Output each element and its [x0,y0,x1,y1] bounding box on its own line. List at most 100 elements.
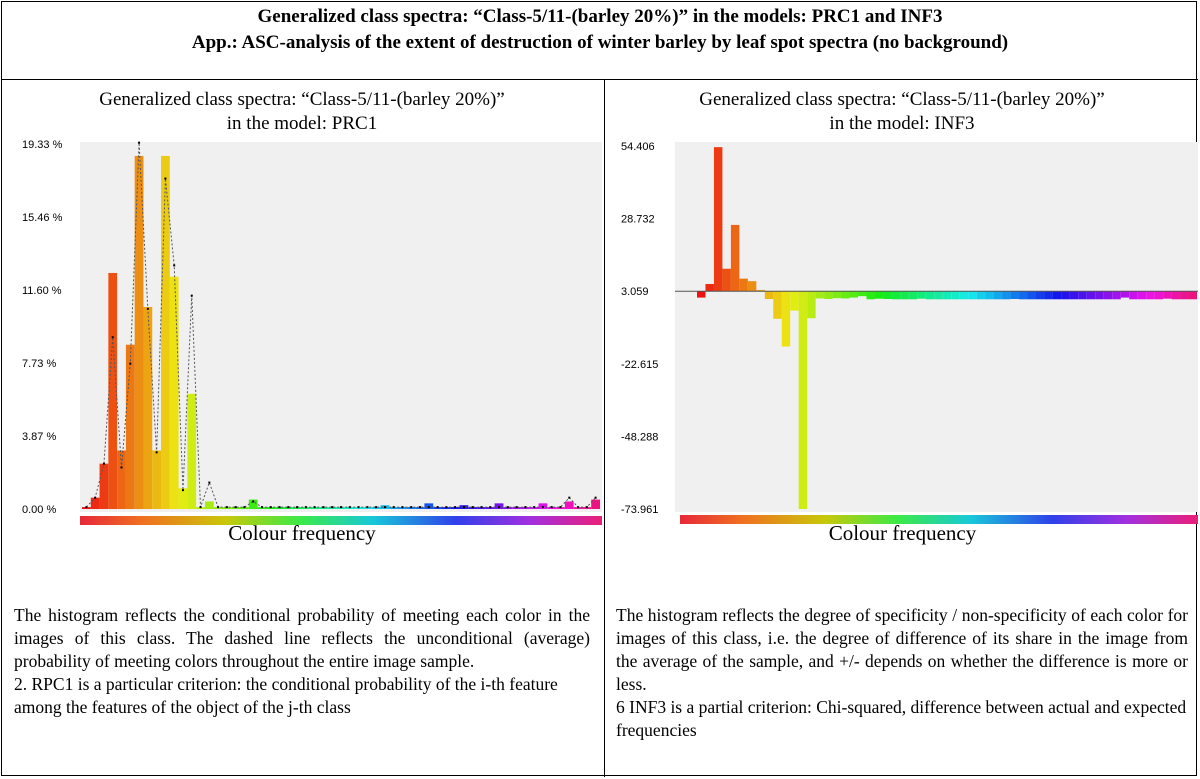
bar [1137,291,1147,300]
average-point [173,264,176,267]
bar [849,291,859,298]
bar [204,501,214,509]
bar [161,155,170,509]
bar [99,463,109,509]
bar [1019,291,1028,300]
average-point [234,506,237,509]
average-point [199,506,202,509]
average-point [217,506,220,509]
bar [1086,291,1096,300]
bar [1052,291,1062,300]
bar [756,289,765,292]
bar [90,497,100,509]
average-point [454,506,457,509]
average-point [322,506,325,509]
inf3-histogram: 54.406 28.732 3.059 -22.615 -48.288 -73.961 [621,141,1198,524]
bar [874,291,884,299]
average-point [287,506,290,509]
y-tick-label: -73.961 [621,504,658,516]
bar [169,276,179,509]
plot-area [675,142,1198,512]
bar [908,291,918,300]
right-description-p2: 6 INF3 is a partial criterion: Chi-squar… [616,697,1187,740]
average-point [181,489,184,492]
average-point [164,177,167,180]
bar [722,268,731,292]
y-tick-label: 19.33 % [22,139,63,151]
left-description-p1: The histogram reflects the conditional p… [14,605,590,671]
average-point [278,506,281,509]
left-subtitle: Generalized class spectra: “Class-5/11-(… [2,88,602,136]
average-point [208,481,211,484]
bar [1171,291,1181,300]
bar [697,291,706,298]
bar [1129,291,1138,300]
y-tick-label: 7.73 % [22,358,56,370]
bar [1044,291,1053,300]
right-subtitle: Generalized class spectra: “Class-5/11-(… [606,88,1198,136]
bar [564,501,574,509]
left-xlabel: Colour frequency [228,521,376,545]
average-point [304,506,307,509]
bar [951,291,960,300]
average-point [410,506,413,509]
bar [900,291,909,300]
average-point [489,506,492,509]
average-point [146,307,149,310]
bar [883,291,892,299]
y-tick-label: 0.00 % [22,504,56,516]
bar [841,291,850,299]
bar [1027,291,1036,300]
average-point [533,506,536,509]
average-point [120,466,123,469]
bar [968,291,977,300]
average-point [401,506,404,509]
average-point [243,506,246,509]
bar [178,488,188,509]
bar [747,281,757,292]
bar [858,291,867,297]
bar [1010,291,1020,299]
average-point [436,506,439,509]
average-point [480,506,483,509]
average-point [541,506,544,509]
bar [790,291,799,311]
average-point [515,506,518,509]
bar [1078,291,1087,300]
average-point [225,506,228,509]
bar [134,155,144,509]
average-point [190,294,193,297]
average-point [155,451,158,454]
average-point [498,506,501,509]
average-point [585,506,588,509]
main-title: Generalized class spectra: “Class-5/11-(… [0,4,1200,56]
bar [739,278,748,292]
bar [1163,291,1172,299]
average-point [445,506,448,509]
average-point [357,506,360,509]
bar [713,147,723,292]
bar [187,393,197,509]
average-point [550,506,553,509]
average-point [427,506,430,509]
y-tick-label: 3.059 [621,286,649,298]
y-tick-label: 11.60 % [22,285,62,297]
bar [730,224,740,292]
bar [773,291,782,319]
y-tick-label: 28.732 [621,214,655,226]
bar [1154,291,1164,300]
average-point [506,506,509,509]
y-tick-label: 54.406 [621,141,655,153]
bar [815,291,825,299]
bar [798,291,808,509]
bar [781,291,791,347]
bar [705,284,714,292]
average-point [129,362,132,365]
right-subtitle-line2: in the model: INF3 [829,113,975,134]
bar [976,291,986,300]
average-point [375,506,378,509]
average-point [331,506,334,509]
bar [1188,291,1197,300]
bar [1103,291,1113,300]
bar [108,272,118,509]
